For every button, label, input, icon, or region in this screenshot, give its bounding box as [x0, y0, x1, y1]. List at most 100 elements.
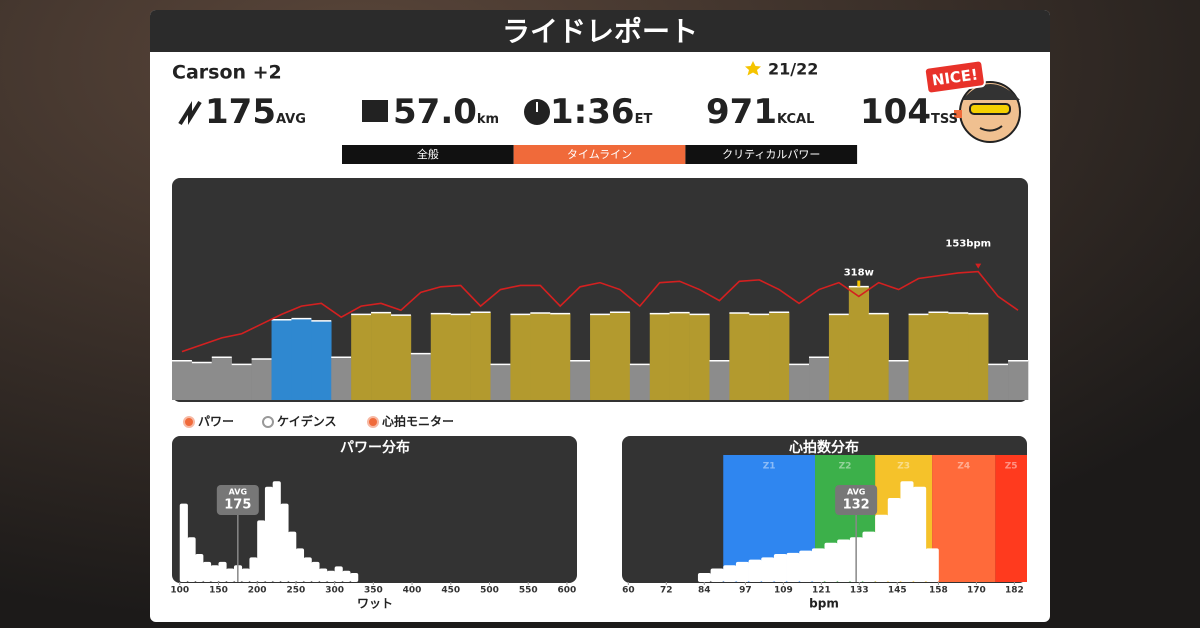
power-bar — [1008, 360, 1029, 400]
power-bar — [749, 314, 770, 400]
x-tick-label: 109 — [774, 586, 793, 596]
tab-label: クリティカルパワー — [722, 148, 820, 161]
dist-bar — [319, 568, 328, 582]
rider-name: Carson +2 — [172, 62, 282, 84]
x-tick-label: 500 — [480, 586, 499, 596]
power-bar — [271, 319, 292, 400]
power-bar — [809, 357, 830, 400]
dist-bar — [303, 557, 312, 582]
dist-bar — [900, 481, 914, 582]
legend-label: パワー — [198, 415, 234, 429]
power-bar — [669, 312, 690, 400]
power-bar — [729, 312, 750, 400]
power-bar — [530, 312, 551, 400]
hr-zone — [995, 455, 1027, 582]
dist-bar — [311, 561, 320, 582]
dist-bar — [824, 542, 838, 582]
dist-bar — [288, 531, 297, 582]
dist-bar — [710, 568, 724, 582]
zone-label: Z4 — [957, 462, 970, 472]
stat-unit: AVG — [276, 112, 306, 127]
tab[interactable] — [513, 145, 686, 164]
hr-peak-marker — [975, 263, 982, 269]
power-bar — [410, 353, 432, 400]
tab[interactable] — [685, 145, 858, 164]
power-bar — [371, 312, 392, 400]
legend-dot[interactable] — [367, 416, 379, 428]
power-bar — [191, 362, 213, 400]
power-bar — [968, 313, 989, 400]
dist-bar — [187, 537, 196, 582]
dist-bar — [875, 514, 889, 582]
x-tick-label: 550 — [519, 586, 538, 596]
avg-box — [835, 485, 878, 515]
dist-bar — [202, 561, 212, 582]
dist-bar — [179, 503, 188, 582]
dist-bar — [350, 573, 359, 582]
x-tick-label: 182 — [1005, 586, 1024, 596]
x-tick-label: 145 — [888, 586, 907, 596]
stat-value: 57.0 — [393, 92, 477, 132]
stat-value: 104 — [860, 92, 931, 132]
x-tick-label: 170 — [967, 586, 986, 596]
stat-unit: ET — [635, 112, 653, 127]
power-bar — [649, 313, 670, 400]
x-tick-label: 150 — [209, 586, 228, 596]
power-bar — [709, 360, 730, 400]
stat-unit: km — [477, 112, 499, 127]
power-dist-title: パワー分布 — [340, 439, 410, 456]
dist-bar — [210, 565, 219, 582]
tab-label: 全般 — [417, 147, 439, 161]
dist-bar — [761, 557, 775, 582]
legend-dot[interactable] — [262, 416, 274, 428]
legend-label: ケイデンス — [277, 414, 337, 429]
dist-bar — [218, 561, 227, 582]
dist-bar — [697, 573, 711, 582]
heart-rate-line — [181, 270, 1019, 353]
power-bar — [231, 364, 252, 400]
hr-peak-label: 153bpm — [945, 239, 991, 250]
avatar: NICE! — [923, 59, 1021, 143]
dist-bar — [280, 503, 289, 582]
power-bar — [570, 360, 591, 400]
power-bar — [291, 318, 312, 400]
dist-bar — [249, 557, 258, 582]
dist-bar — [913, 486, 927, 582]
power-dist-xlabel: ワット — [357, 597, 393, 611]
x-tick-label: 600 — [558, 586, 577, 596]
dist-bar — [272, 481, 281, 582]
power-bar — [848, 286, 870, 400]
zone-label: Z2 — [839, 462, 852, 472]
x-tick-label: 72 — [660, 586, 673, 596]
x-tick-label: 300 — [325, 586, 344, 596]
stat: 175AVG — [205, 92, 306, 132]
x-tick-label: 250 — [287, 586, 306, 596]
stat: 104TSS — [860, 92, 958, 132]
x-tick-label: 400 — [403, 586, 422, 596]
dist-bar — [264, 486, 274, 582]
hr-dist-title: 心拍数分布 — [789, 439, 859, 456]
dist-bar — [887, 498, 901, 582]
x-tick-label: 97 — [739, 586, 752, 596]
zone-label: Z5 — [1005, 462, 1018, 472]
dist-bar — [735, 561, 749, 582]
star-count: 21/22 — [768, 60, 818, 79]
x-tick-label: 100 — [170, 586, 189, 596]
x-tick-label: 200 — [248, 586, 267, 596]
tab[interactable] — [342, 145, 514, 164]
stat: 57.0km — [393, 92, 499, 132]
avg-label: AVG — [847, 488, 865, 497]
avg-box — [216, 485, 259, 515]
power-bar — [251, 358, 272, 400]
dist-bar — [195, 554, 204, 582]
dist-bar — [241, 568, 250, 582]
legend-dot[interactable] — [183, 416, 195, 428]
dist-bar — [257, 520, 266, 582]
power-bar — [769, 312, 790, 400]
power-peak-label: 318w — [844, 268, 874, 279]
stat-value: 971 — [706, 92, 777, 132]
dist-bar — [342, 570, 351, 582]
distance-icon — [362, 100, 388, 122]
zone-label: Z1 — [763, 462, 776, 472]
